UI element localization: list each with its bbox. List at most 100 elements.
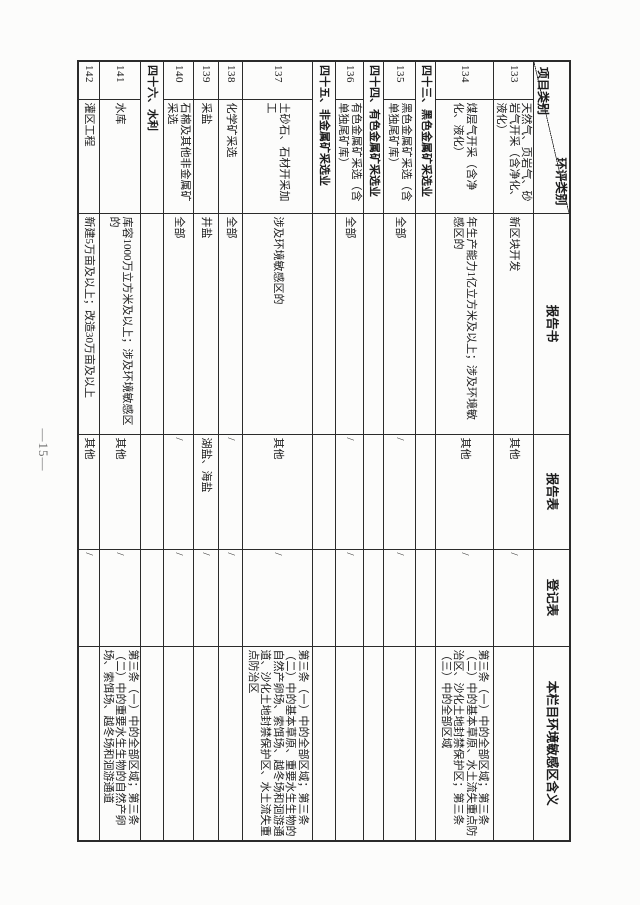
report-form-cell: 湖盐、海盐 [193, 434, 219, 549]
empty-cell [312, 549, 336, 646]
registration-cell: / [493, 549, 534, 646]
section-title: 四十五、非金属矿采选业 [312, 61, 336, 213]
empty-cell [363, 549, 384, 646]
item-name: 煤层气开采（含净化、液化） [435, 99, 494, 213]
empty-cell [312, 434, 336, 549]
item-name: 天然气、页岩气、砂岩气开采（含净化、液化） [493, 99, 534, 213]
header-eia-category: 环评类别 [554, 157, 568, 206]
table-row-141: 141 水库 库容1000万立方米及以上；涉及环境敏感区的 其他 / 第三条（一… [100, 61, 141, 841]
section-row-46: 四十六、水利 [140, 61, 164, 841]
table-row-139: 139 采盐 井盐 湖盐、海盐 / [193, 61, 219, 841]
registration-cell: / [100, 549, 141, 646]
report-book-cell: 涉及环境敏感区的 [242, 213, 313, 434]
page-number: —15— [36, 428, 51, 472]
registration-cell: / [435, 549, 494, 646]
table-row-133: 133 天然气、页岩气、砂岩气开采（含净化、液化） 新区块开发 其他 / [493, 61, 534, 841]
report-form-cell: 其他 [435, 434, 494, 549]
table-row-136: 136 有色金属矿采选（含单独尾矿库） 全部 / / [335, 61, 364, 841]
table-row-134: 134 煤层气开采（含净化、液化） 年生产能力1亿立方米及以上；涉及环境敏感区的… [435, 61, 494, 841]
meaning-cell [78, 646, 100, 841]
header-report-form: 报告表 [534, 434, 570, 549]
report-book-cell: 全部 [218, 213, 243, 434]
report-book-cell: 全部 [383, 213, 416, 434]
empty-cell [415, 213, 436, 434]
report-book-cell: 新区块开发 [493, 213, 534, 434]
item-name: 灌区工程 [78, 99, 100, 213]
item-number: 138 [218, 61, 243, 99]
report-form-cell: / [163, 434, 194, 549]
empty-cell [312, 213, 336, 434]
report-book-cell: 年生产能力1亿立方米及以上；涉及环境敏感区的 [435, 213, 494, 434]
table-row-135: 135 黑色金属矿采选（含单独尾矿库） 全部 / / [383, 61, 416, 841]
header-report-book: 报告书 [534, 213, 570, 434]
item-name: 水库 [100, 99, 141, 213]
report-book-cell: 库容1000万立方米及以上；涉及环境敏感区的 [100, 213, 141, 434]
meaning-cell [493, 646, 534, 841]
report-form-cell: 其他 [78, 434, 100, 549]
item-name: 土砂石、石材开采加工 [242, 99, 313, 213]
header-sensitive-meaning: 本栏目环境敏感区含义 [534, 646, 570, 841]
report-form-cell: 其他 [493, 434, 534, 549]
meaning-cell: 第三条（一）中的全部区域；第三条（二）中的基本草原、水土流失重点防治区、沙化土地… [435, 646, 494, 841]
empty-cell [140, 434, 164, 549]
empty-cell [312, 646, 336, 841]
rotated-landscape-content: 环评类别 项目类别 报告书 报告表 登记表 本栏目环境敏感区含义 133 天然气… [36, 60, 571, 842]
table-row-138: 138 化学矿采选 全部 / / [218, 61, 243, 841]
empty-cell [415, 646, 436, 841]
report-form-cell: / [383, 434, 416, 549]
empty-cell [415, 434, 436, 549]
report-book-cell: 新建5万亩及以上；改造30万亩及以上 [78, 213, 100, 434]
eia-classification-table: 环评类别 项目类别 报告书 报告表 登记表 本栏目环境敏感区含义 133 天然气… [77, 60, 571, 842]
meaning-cell [163, 646, 194, 841]
item-name: 有色金属矿采选（含单独尾矿库） [335, 99, 364, 213]
empty-cell [140, 646, 164, 841]
report-form-cell: / [218, 434, 243, 549]
meaning-cell [335, 646, 364, 841]
table-header-row: 环评类别 项目类别 报告书 报告表 登记表 本栏目环境敏感区含义 [534, 61, 570, 841]
empty-cell [363, 434, 384, 549]
section-row-45: 四十五、非金属矿采选业 [312, 61, 336, 841]
report-form-cell: 其他 [100, 434, 141, 549]
report-form-cell: / [335, 434, 364, 549]
item-name: 石棉及其他非金属矿采选 [163, 99, 194, 213]
item-number: 142 [78, 61, 100, 99]
table-row-140: 140 石棉及其他非金属矿采选 全部 / / [163, 61, 194, 841]
meaning-cell [383, 646, 416, 841]
item-number: 136 [335, 61, 364, 99]
header-project-category: 项目类别 [536, 67, 550, 116]
item-number: 139 [193, 61, 219, 99]
section-title: 四十四、有色金属矿采选业 [363, 61, 384, 213]
section-title: 四十六、水利 [140, 61, 164, 213]
section-row-44: 四十四、有色金属矿采选业 [363, 61, 384, 841]
table-row-137: 137 土砂石、石材开采加工 涉及环境敏感区的 其他 / 第三条（一）中的全部区… [242, 61, 313, 841]
meaning-cell: 第三条（一）中的全部区域；第三条（二）中的重要水生生物的自然产卵场、索饵场、越冬… [100, 646, 141, 841]
table-row-142: 142 灌区工程 新建5万亩及以上；改造30万亩及以上 其他 / [78, 61, 100, 841]
registration-cell: / [163, 549, 194, 646]
registration-cell: / [218, 549, 243, 646]
report-book-cell: 全部 [163, 213, 194, 434]
header-registration-form: 登记表 [534, 549, 570, 646]
meaning-cell: 第三条（一）中的全部区域；第三条（二）中的基本草原、重要水生生物的自然产卵场、索… [242, 646, 313, 841]
registration-cell: / [78, 549, 100, 646]
meaning-cell [193, 646, 219, 841]
registration-cell: / [335, 549, 364, 646]
report-book-cell: 井盐 [193, 213, 219, 434]
item-number: 133 [493, 61, 534, 99]
item-name: 化学矿采选 [218, 99, 243, 213]
diagonal-header-cell: 环评类别 项目类别 [534, 61, 570, 213]
registration-cell: / [383, 549, 416, 646]
section-row-43: 四十三、黑色金属矿采选业 [415, 61, 436, 841]
empty-cell [363, 213, 384, 434]
meaning-cell [218, 646, 243, 841]
item-number: 134 [435, 61, 494, 99]
item-number: 140 [163, 61, 194, 99]
registration-cell: / [193, 549, 219, 646]
item-number: 141 [100, 61, 141, 99]
item-name: 采盐 [193, 99, 219, 213]
empty-cell [415, 549, 436, 646]
registration-cell: / [242, 549, 313, 646]
report-form-cell: 其他 [242, 434, 313, 549]
empty-cell [363, 646, 384, 841]
item-number: 135 [383, 61, 416, 99]
